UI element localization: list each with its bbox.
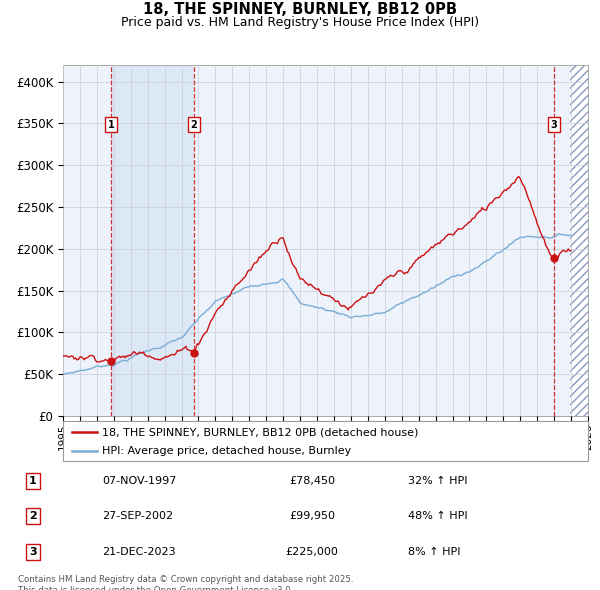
Text: 27-SEP-2002: 27-SEP-2002 xyxy=(102,512,173,521)
Text: 8% ↑ HPI: 8% ↑ HPI xyxy=(408,547,461,556)
Text: £225,000: £225,000 xyxy=(286,547,338,556)
Text: HPI: Average price, detached house, Burnley: HPI: Average price, detached house, Burn… xyxy=(103,445,352,455)
Text: £78,450: £78,450 xyxy=(289,476,335,486)
Text: 3: 3 xyxy=(29,547,37,556)
Text: Price paid vs. HM Land Registry's House Price Index (HPI): Price paid vs. HM Land Registry's House … xyxy=(121,16,479,29)
Text: 3: 3 xyxy=(550,120,557,130)
Bar xyxy=(570,65,588,416)
Text: 32% ↑ HPI: 32% ↑ HPI xyxy=(408,476,467,486)
Text: 1: 1 xyxy=(108,120,115,130)
Bar xyxy=(111,65,194,416)
FancyBboxPatch shape xyxy=(63,421,588,461)
Text: 07-NOV-1997: 07-NOV-1997 xyxy=(102,476,176,486)
Text: 18, THE SPINNEY, BURNLEY, BB12 0PB: 18, THE SPINNEY, BURNLEY, BB12 0PB xyxy=(143,2,457,17)
Text: 18, THE SPINNEY, BURNLEY, BB12 0PB (detached house): 18, THE SPINNEY, BURNLEY, BB12 0PB (deta… xyxy=(103,427,419,437)
Text: Contains HM Land Registry data © Crown copyright and database right 2025.
This d: Contains HM Land Registry data © Crown c… xyxy=(18,575,353,590)
Text: 2: 2 xyxy=(191,120,197,130)
Text: 1: 1 xyxy=(29,476,37,486)
Text: 48% ↑ HPI: 48% ↑ HPI xyxy=(408,512,467,521)
Text: 21-DEC-2023: 21-DEC-2023 xyxy=(102,547,176,556)
Text: £99,950: £99,950 xyxy=(289,512,335,521)
Text: 2: 2 xyxy=(29,512,37,521)
